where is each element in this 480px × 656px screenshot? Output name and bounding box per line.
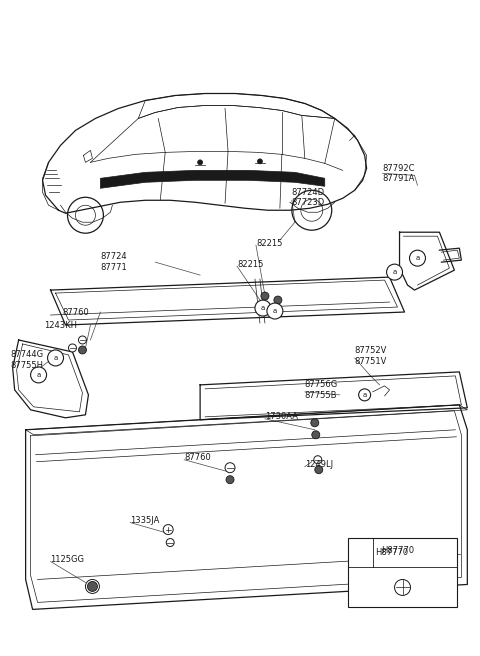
Circle shape (353, 544, 369, 560)
Text: 1243KH: 1243KH (45, 321, 78, 329)
Text: 82215: 82215 (256, 239, 282, 248)
Text: H87770: H87770 (382, 546, 415, 555)
Circle shape (386, 264, 403, 280)
Circle shape (359, 389, 371, 401)
Circle shape (395, 579, 410, 596)
Circle shape (274, 296, 282, 304)
Circle shape (261, 292, 269, 300)
Text: a: a (415, 255, 420, 261)
Circle shape (267, 303, 283, 319)
Circle shape (314, 456, 322, 464)
Circle shape (198, 160, 203, 165)
Text: H87770: H87770 (376, 548, 409, 557)
Text: a: a (362, 392, 367, 398)
Circle shape (312, 431, 320, 439)
Text: a: a (53, 355, 58, 361)
Text: 87756G
87755B: 87756G 87755B (305, 380, 338, 400)
Text: a: a (393, 269, 396, 275)
FancyBboxPatch shape (348, 537, 457, 607)
Text: 87724D
87723D: 87724D 87723D (292, 188, 325, 207)
Text: 1125GG: 1125GG (50, 555, 84, 564)
Text: 87760: 87760 (184, 453, 211, 462)
Circle shape (31, 367, 47, 383)
Circle shape (311, 419, 319, 427)
Circle shape (166, 539, 174, 546)
Circle shape (163, 525, 173, 535)
Circle shape (409, 250, 425, 266)
Text: 87752V
87751V: 87752V 87751V (355, 346, 387, 365)
Text: 87792C
87791A: 87792C 87791A (383, 163, 415, 183)
Circle shape (69, 344, 76, 352)
Text: a: a (261, 305, 265, 311)
Circle shape (87, 581, 97, 592)
Circle shape (78, 336, 86, 344)
Circle shape (257, 159, 263, 164)
Text: 87744G
87755H: 87744G 87755H (11, 350, 44, 369)
Circle shape (315, 466, 323, 474)
Circle shape (255, 300, 271, 316)
Circle shape (78, 346, 86, 354)
Text: 82215: 82215 (237, 260, 264, 269)
Polygon shape (100, 171, 325, 188)
Circle shape (225, 462, 235, 473)
Text: a: a (36, 372, 41, 378)
Text: a: a (273, 308, 277, 314)
Text: 1335JA: 1335JA (130, 516, 160, 525)
Text: 1730AA: 1730AA (265, 413, 298, 421)
Text: 87760: 87760 (62, 308, 89, 317)
Text: a: a (359, 550, 363, 556)
Circle shape (48, 350, 63, 366)
Circle shape (226, 476, 234, 483)
Text: 87724
87771: 87724 87771 (100, 253, 127, 272)
Text: 1249LJ: 1249LJ (305, 461, 333, 469)
